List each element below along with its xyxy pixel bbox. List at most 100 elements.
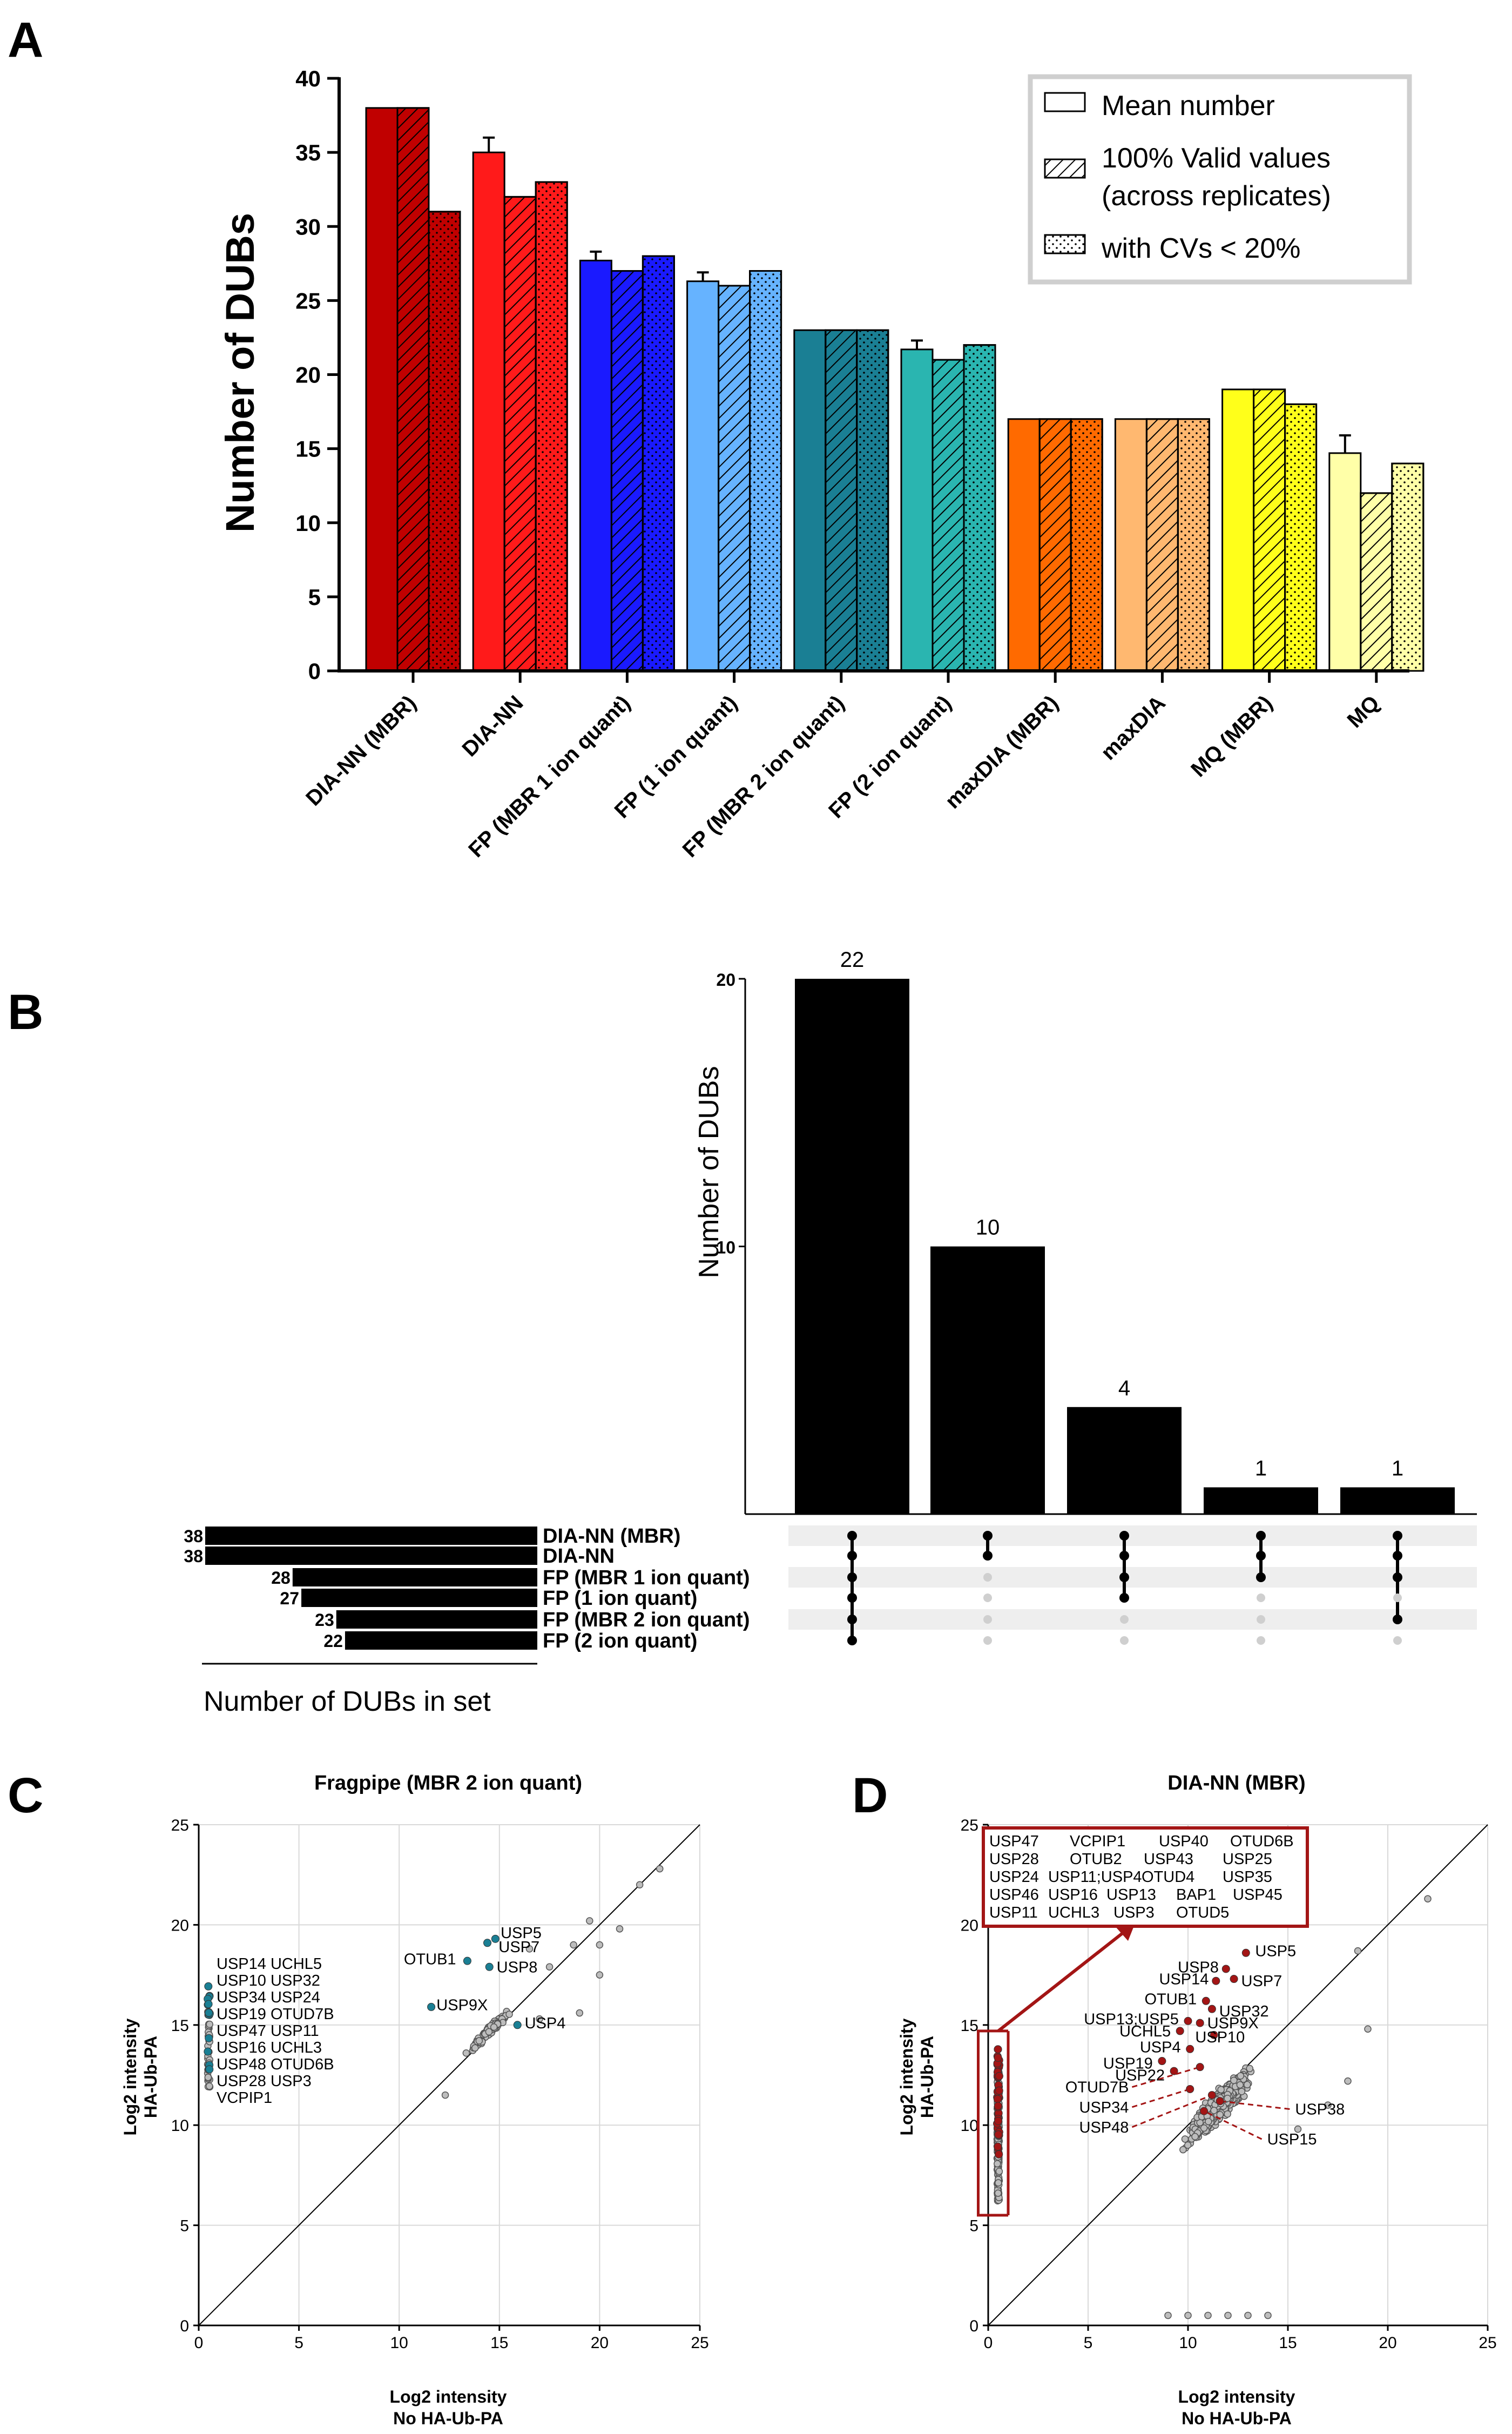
panel-letter-c: C: [8, 1768, 43, 1823]
callout-dashed-line: [1203, 2110, 1263, 2140]
scatter-y-tick-label: 5: [969, 2217, 978, 2235]
dub-point-label: USP5: [1255, 1943, 1296, 1960]
set-size-bar: [292, 1568, 537, 1586]
y-tick-label: 40: [295, 66, 321, 91]
protein-point: [536, 2015, 543, 2023]
bar-pattern-overlay: [825, 329, 858, 672]
imputed-dub-name: UCHL3: [1048, 1904, 1099, 1921]
y-tick-label: 20: [295, 362, 321, 388]
protein-point: [1236, 2081, 1244, 2089]
bar-pattern-overlay: [642, 255, 675, 672]
scatter-y-tick-label: 0: [969, 2317, 978, 2335]
protein-point: [1216, 2111, 1224, 2119]
panel-c-scatter: Fragpipe (MBR 2 ion quant) 00 5 5 10 10 15 15 2…: [120, 1772, 709, 2428]
bar-pattern-overlay: [535, 181, 568, 672]
dub-imputed-point: [205, 2034, 213, 2042]
intersection-size-label: 1: [1255, 1456, 1267, 1480]
imputed-point: [994, 2189, 1002, 2197]
dub-point-label: USP34: [1079, 2099, 1129, 2116]
dub-point-label: USP4: [1140, 2039, 1181, 2056]
protein-point: [1246, 2065, 1254, 2073]
imputed-dub-name: USP3: [1113, 1904, 1155, 1921]
upset-y-axis-label: Number of DUBs: [693, 1066, 725, 1279]
matrix-dot-active: [847, 1636, 857, 1645]
scatter-y-tick-label: 10: [171, 2117, 189, 2135]
imputed-point: [994, 2160, 1001, 2168]
dub-point-label: USP8: [1178, 1959, 1219, 1976]
scatter-x-tick-label: 15: [1279, 2334, 1297, 2352]
legend-swatch-pattern: [1044, 234, 1086, 254]
scatter-y-tick-label: 5: [180, 2217, 189, 2235]
dub-point: [1196, 2019, 1204, 2027]
protein-point: [441, 2091, 449, 2099]
protein-point: [1179, 2146, 1187, 2154]
scatter-y-tick-label: 20: [171, 1917, 189, 1934]
set-size-axis-label: Number of DUBs in set: [204, 1686, 491, 1717]
scatter-y-tick-label: 10: [961, 2117, 978, 2135]
matrix-dot-active: [1256, 1531, 1266, 1541]
scatter-x-tick-label: 15: [490, 2334, 508, 2352]
dub-point-label: USP9X: [1207, 2015, 1259, 2032]
callout-dashed-line: [1131, 2066, 1200, 2088]
matrix-dot-active: [1119, 1531, 1129, 1541]
protein-point: [1324, 2101, 1332, 2109]
dub-point: [427, 2002, 436, 2011]
intersection-bar: [795, 979, 909, 1514]
dub-imputed-point: [994, 2142, 1002, 2151]
dub-point: [1184, 2016, 1192, 2025]
protein-point: [1243, 2081, 1251, 2089]
y-tick-label: 15: [295, 436, 321, 462]
scatter-d-x-label-2: No HA-Ub-PA: [1182, 2409, 1292, 2428]
protein-point: [656, 1865, 664, 1873]
dub-point-label: USP15: [1267, 2131, 1317, 2148]
callout-arrow-line: [997, 1927, 1129, 2033]
set-name-label: FP (MBR 2 ion quant): [543, 1609, 750, 1631]
scatter-d-x-label: Log2 intensity: [1178, 2387, 1295, 2406]
set-size-value: 28: [271, 1568, 291, 1588]
dub-point: [1230, 1975, 1238, 1983]
set-size-value: 23: [315, 1610, 334, 1630]
matrix-dot-inactive: [1393, 1636, 1402, 1645]
dub-point-label: USP7: [1241, 1973, 1282, 1990]
imputed-dub-name: OTUD4: [1142, 1868, 1194, 1886]
scatter-x-tick-label: 25: [691, 2334, 708, 2352]
imputed-dub-name: USP13: [1106, 1886, 1156, 1904]
dub-point: [1210, 2030, 1218, 2039]
intersection-bar: [930, 1246, 1045, 1514]
dub-point: [485, 1962, 494, 1971]
bar-pattern-overlay: [1360, 492, 1393, 672]
bar-pattern-overlay: [503, 196, 537, 672]
bar-pattern-overlay: [963, 344, 996, 672]
protein-point: [1204, 2311, 1212, 2319]
bar-pattern-overlay: [718, 285, 751, 672]
bar: [1007, 418, 1041, 672]
intersection-bars: 10 20 22 10 4 1 1: [716, 948, 1477, 1515]
set-size-bar: [301, 1589, 537, 1607]
scatter-x-tick-label: 5: [294, 2334, 303, 2352]
y-axis-label: Number of DUBs: [218, 213, 262, 533]
upset-y-tick-label: 10: [716, 1238, 735, 1258]
y-tick-label: 0: [308, 658, 321, 684]
category-label: MQ: [1342, 691, 1384, 732]
bar: [1221, 388, 1255, 672]
bar-pattern-overlay: [932, 359, 965, 672]
imputed-dub-name: USP46: [989, 1886, 1039, 1904]
intersection-size-label: 1: [1392, 1456, 1403, 1480]
identity-line: [198, 1824, 700, 2326]
imputed-dub-name: OTUD6B: [1230, 1833, 1294, 1850]
bar-pattern-overlay: [1038, 418, 1072, 672]
imputed-dub-name: VCPIP1: [1070, 1833, 1125, 1850]
set-size-value: 22: [323, 1631, 343, 1651]
matrix-dot-active: [1119, 1551, 1129, 1561]
legend-label: Mean number: [1102, 90, 1275, 122]
matrix-dot-active: [847, 1531, 857, 1541]
dub-point-label: USP5: [501, 1925, 542, 1942]
protein-point: [1217, 2086, 1225, 2094]
dub-point-label: OTUB1: [1145, 1991, 1197, 2008]
protein-point: [1224, 2110, 1231, 2118]
set-size-value: 38: [184, 1527, 203, 1546]
scatter-x-tick-label: 25: [1479, 2334, 1496, 2352]
callout-dashed-line: [1131, 2088, 1191, 2108]
dub-imputed-point: [205, 2065, 214, 2074]
